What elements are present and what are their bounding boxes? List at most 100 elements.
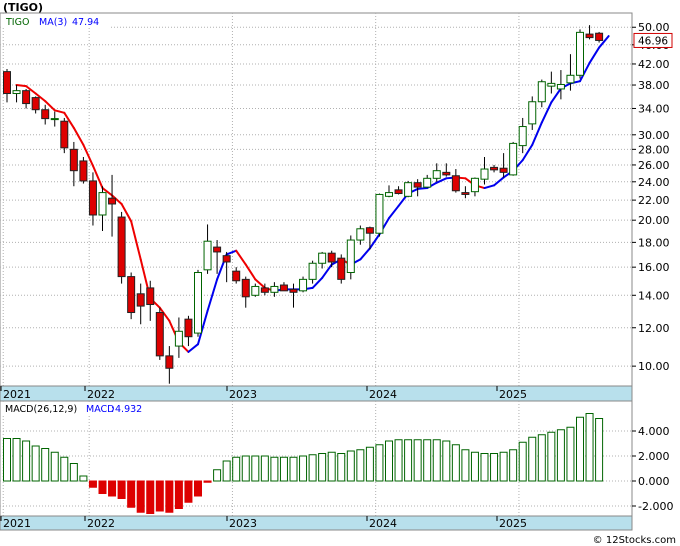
macd-bar [260,455,269,482]
chart-title: (TIGO) [3,1,43,14]
macd-bar [509,449,518,482]
candle [547,71,556,94]
macd-bar [566,426,575,482]
candle [385,185,393,198]
macd-bar [365,446,374,482]
last-price-box [633,32,673,48]
candle [327,250,336,268]
candle-body [60,120,69,149]
candle [576,29,584,79]
macd-bar [528,436,537,482]
price-tick-label: 24.00 [638,176,670,189]
price-tick-label: 34.00 [638,102,670,115]
macd-title: MACD(26,12,9) [5,404,77,415]
candle [537,79,546,108]
macd-bar [375,444,384,482]
x-tick-label: 2025 [499,388,527,401]
macd-bar [136,480,145,513]
macd-tick-label: -2.000 [638,500,673,513]
ma3-segment [120,202,133,223]
candle-body [346,239,355,274]
price-tick-label: 50.00 [638,21,670,34]
candle-body [518,126,527,147]
candle-body [337,257,346,280]
candle-body [232,270,241,282]
candle [3,69,11,103]
candle [155,307,164,360]
ma3-segment [368,233,381,250]
price-y-axis: 50.0046.0042.0038.0034.0030.0028.0026.00… [632,21,670,373]
candle [213,240,222,274]
candle-body [146,287,155,306]
candle [375,193,384,237]
candle [308,260,317,284]
candle [337,254,346,284]
ma3-segment [540,101,553,124]
ma3-segment [435,177,448,184]
macd-bar [346,450,355,482]
macd-bar [595,418,604,482]
macd-legend-value: 4.932 [115,404,142,415]
macd-bar [60,456,69,482]
candle-body [22,90,31,105]
candle [88,172,97,226]
candle-body [184,318,193,338]
candle [241,276,250,308]
candle-body [31,97,40,111]
macd-bar [222,460,231,482]
ma3-segment [311,276,324,289]
ma3-segment [53,109,66,114]
x-tick-label: 2021 [3,388,31,401]
candle-body [41,109,50,120]
ma3-segment [91,164,104,190]
candle [270,282,279,297]
candle [69,141,78,187]
macd-bar [499,451,508,482]
x-tick-label: 2023 [229,388,257,401]
macd-bar [232,456,241,482]
candle [146,280,155,321]
ma3-segment [388,204,400,220]
candle [404,180,413,198]
ma3-segment [72,126,85,146]
ma3-segment [598,35,610,49]
macd-bar [213,469,222,482]
price-panel: 50.0046.0042.0038.0034.0030.0028.0026.00… [0,12,673,387]
candle-body [375,193,384,234]
candle-body [289,288,298,293]
candle-body [576,31,584,76]
candle [136,283,145,325]
candle-body [404,182,413,197]
candle-body [127,276,136,314]
macd-bar [308,454,317,482]
macd-bar [394,439,403,482]
macd-bar [69,463,78,482]
price-tick-label: 14.00 [638,289,670,302]
candle [318,251,327,269]
candle [413,179,422,197]
candle-body [566,74,575,84]
x-tick-label: 2024 [369,388,397,401]
candle-body [470,177,479,193]
macd-tick-label: 2.000 [638,450,670,463]
candle [289,283,298,308]
ma3-segment [359,247,371,261]
candle-body [136,293,145,307]
macd-bar [251,455,260,482]
candle [41,104,50,125]
candle [442,163,451,177]
candle [461,186,470,199]
candle-body [251,285,260,296]
candle [346,235,355,280]
macd-bar [22,440,31,482]
candle-body [490,166,499,171]
ma3-segment [197,309,209,346]
price-tick-label: 20.00 [638,214,670,227]
candle [423,174,432,189]
candle [365,226,374,250]
candle-body [499,167,508,173]
candle-body [203,240,212,271]
candle-body [12,90,21,95]
macd-bar [279,456,288,482]
ma3-segment [63,111,75,129]
